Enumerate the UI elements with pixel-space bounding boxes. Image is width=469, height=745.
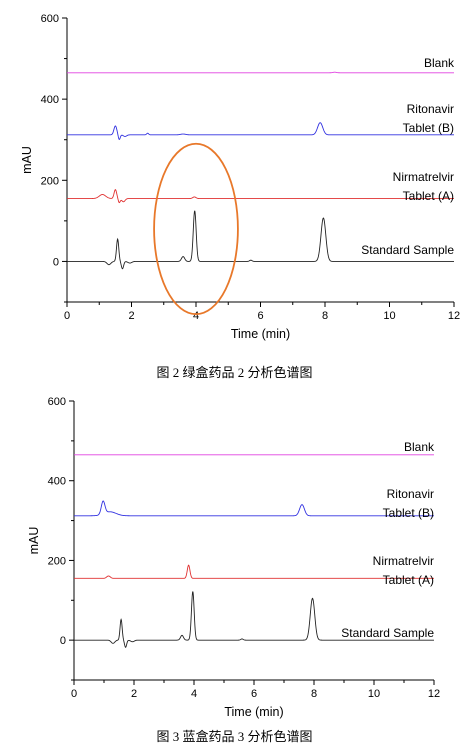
- f2-y-axis-label: mAU: [20, 146, 34, 174]
- f3-x-tick-label: 0: [71, 688, 77, 700]
- f2-trace-standard-sample: [67, 210, 454, 270]
- f2-series-label: Standard Sample: [361, 243, 454, 257]
- f2-series-label: Blank: [424, 56, 455, 70]
- f2-trace-ritonavir-tablet-b: [67, 122, 454, 141]
- f2-series-label: Nirmatrelvir: [393, 170, 454, 184]
- f2-x-tick-label: 8: [322, 310, 328, 322]
- f2-trace-blank: [67, 71, 454, 74]
- f3-x-tick-label: 8: [311, 688, 317, 700]
- f3-series-label: Tablet (A): [383, 573, 434, 587]
- f3-x-tick-label: 10: [368, 688, 380, 700]
- f2-y-tick-label: 200: [41, 175, 59, 187]
- f3-trace-nirmatrelvir-tablet-a: [74, 564, 434, 579]
- f3-series-label: Blank: [404, 440, 435, 454]
- f2-x-tick-label: 6: [257, 310, 263, 322]
- f2-x-tick-label: 4: [193, 310, 199, 322]
- f2-series-label: Ritonavir: [407, 102, 454, 116]
- f3-y-tick-label: 400: [48, 476, 66, 488]
- f2-series-label: Tablet (A): [403, 189, 454, 203]
- figure-2-caption: 图 2 绿盒药品 2 分析色谱图: [156, 365, 313, 380]
- f2-x-tick-label: 2: [128, 310, 134, 322]
- chromatogram-figure-2: 0 2 4 6 8 10 12 0 200 400 600 Time (min) mAU Blank Rit…: [20, 13, 460, 341]
- f2-trace-nirmatrelvir-tablet-a: [67, 189, 454, 204]
- f3-y-tick-label: 200: [48, 555, 66, 567]
- chromatogram-figure-3: 0 2 4 6 8 10 12 0 200 400 600 Time (min) mAU Blank Rit…: [27, 396, 440, 719]
- f2-y-tick-label: 600: [41, 13, 59, 25]
- f3-x-tick-label: 4: [191, 688, 197, 700]
- f3-series-label: Ritonavir: [387, 487, 434, 501]
- f3-x-tick-label: 2: [131, 688, 137, 700]
- f2-x-axis-label: Time (min): [231, 327, 290, 341]
- f3-x-axis-label: Time (min): [224, 705, 283, 719]
- figure-3-caption: 图 3 蓝盒药品 3 分析色谱图: [156, 729, 313, 744]
- f2-y-tick-label: 400: [41, 94, 59, 106]
- f3-y-tick-label: 600: [48, 396, 66, 408]
- f2-y-tick-label: 0: [53, 256, 59, 268]
- f3-series-label: Standard Sample: [341, 626, 434, 640]
- f3-y-axis-label: mAU: [27, 527, 41, 555]
- f3-series-label: Nirmatrelvir: [373, 554, 434, 568]
- f2-highlight-ellipse: [153, 142, 239, 316]
- f3-series-label: Tablet (B): [383, 506, 434, 520]
- f3-x-tick-label: 6: [251, 688, 257, 700]
- f2-series-label: Tablet (B): [403, 121, 454, 135]
- f2-x-tick-label: 12: [448, 310, 460, 322]
- f3-x-tick-label: 12: [428, 688, 440, 700]
- f3-trace-ritonavir-tablet-b: [74, 500, 434, 517]
- f2-x-tick-label: 10: [383, 310, 395, 322]
- f3-trace-standard-sample: [74, 591, 434, 648]
- f2-x-tick-label: 0: [64, 310, 70, 322]
- f3-y-tick-label: 0: [60, 635, 66, 647]
